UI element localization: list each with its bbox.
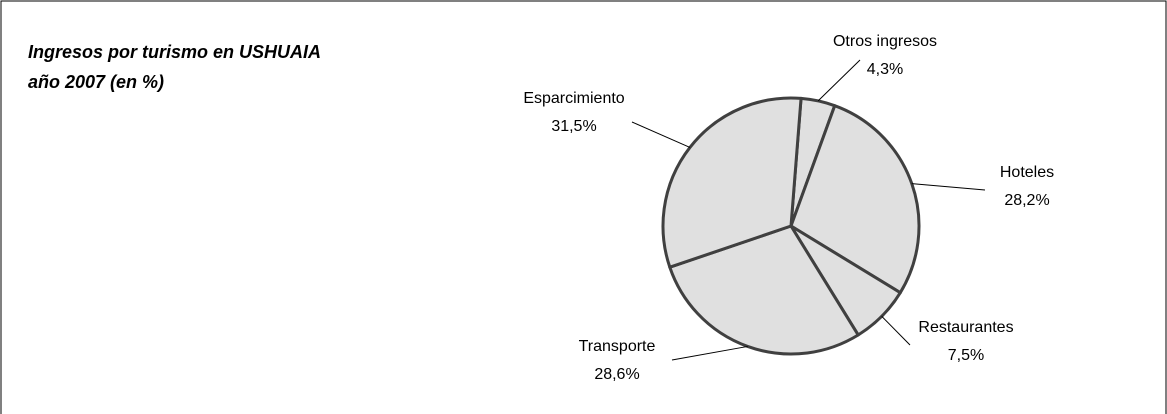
leader-line bbox=[881, 315, 911, 346]
leader-line bbox=[911, 183, 986, 191]
slice-label: Restaurantes bbox=[918, 319, 1013, 336]
slice-value-label: 31,5% bbox=[551, 118, 596, 135]
chart-title: Ingresos por turismo en USHUAIA bbox=[28, 42, 321, 62]
leader-line bbox=[817, 59, 861, 102]
slice-value-label: 7,5% bbox=[948, 347, 984, 364]
slice-value-label: 4,3% bbox=[867, 61, 903, 78]
slice-label: Hoteles bbox=[1000, 164, 1054, 181]
leader-line bbox=[631, 121, 691, 148]
slice-value-label: 28,6% bbox=[594, 366, 639, 383]
chart-title: año 2007 (en %) bbox=[28, 72, 164, 92]
pie-slice bbox=[661, 96, 803, 269]
leader-line bbox=[671, 345, 748, 361]
slice-label: Transporte bbox=[579, 338, 656, 355]
slice-value-label: 28,2% bbox=[1004, 192, 1049, 209]
pie-slice bbox=[789, 104, 921, 295]
slice-label: Esparcimiento bbox=[523, 90, 624, 107]
pie-slice bbox=[668, 224, 860, 356]
slice-label: Otros ingresos bbox=[833, 33, 937, 50]
